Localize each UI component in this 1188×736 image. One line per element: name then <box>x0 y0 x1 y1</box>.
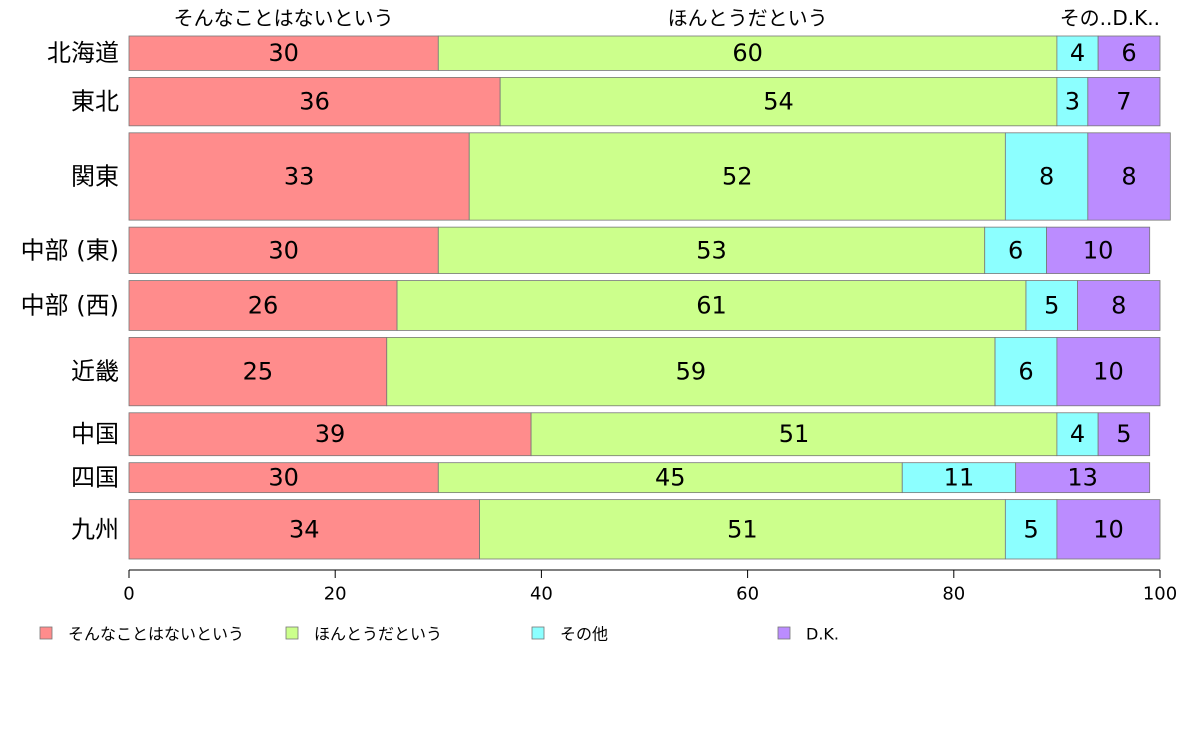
value-label: 51 <box>727 515 758 543</box>
bar-segment <box>1004 499 1058 560</box>
value-label: 6 <box>1121 39 1136 67</box>
bar-segment <box>128 412 532 457</box>
bar-segment <box>128 35 439 71</box>
value-label: 7 <box>1116 88 1131 116</box>
value-label: 10 <box>1093 358 1124 386</box>
value-label: 60 <box>732 39 763 67</box>
x-tick-label: 100 <box>1143 584 1177 605</box>
value-label: 30 <box>268 236 299 264</box>
value-label: 10 <box>1083 236 1114 264</box>
category-label: 近畿 <box>71 358 119 386</box>
value-label: 8 <box>1121 162 1136 190</box>
value-label: 4 <box>1070 39 1085 67</box>
bar-segment <box>1025 280 1078 331</box>
x-tick-label: 20 <box>324 584 347 605</box>
x-tick-label: 80 <box>942 584 965 605</box>
bar-segment <box>1077 280 1161 331</box>
top-labels: そんなことはないという ほんとうだという その..D.K.. <box>174 6 1160 30</box>
value-label: 10 <box>1093 515 1124 543</box>
value-label: 59 <box>676 358 707 386</box>
value-label: 8 <box>1111 291 1126 319</box>
category-label: 中国 <box>71 420 119 448</box>
value-label: 11 <box>944 464 975 492</box>
value-label: 5 <box>1116 420 1131 448</box>
value-label: 26 <box>248 291 279 319</box>
category-label: 関東 <box>71 162 119 190</box>
bar-segment <box>437 226 986 274</box>
bar-segment <box>437 35 1058 71</box>
legend-label: ほんとうだという <box>314 625 442 644</box>
bar-segment <box>1046 226 1151 274</box>
bar-segment <box>128 132 470 221</box>
bar-segment <box>468 132 1006 221</box>
value-label: 13 <box>1067 464 1098 492</box>
category-label: 北海道 <box>47 39 119 67</box>
value-label: 8 <box>1039 162 1054 190</box>
category-label: 中部 (西) <box>21 291 119 319</box>
value-label: 5 <box>1023 515 1038 543</box>
value-label: 52 <box>722 162 753 190</box>
value-label: 5 <box>1044 291 1059 319</box>
bar-segment <box>1087 77 1161 127</box>
bar-segment <box>479 499 1006 560</box>
legend-label: そんなことはないという <box>68 625 244 644</box>
bar-segment <box>994 337 1058 407</box>
value-label: 53 <box>696 236 727 264</box>
x-tick-label: 40 <box>530 584 553 605</box>
value-label: 3 <box>1065 88 1080 116</box>
value-label: 61 <box>696 291 727 319</box>
top-series-label: ほんとうだという <box>668 6 828 30</box>
bar-segment <box>1097 35 1161 71</box>
bar-segment <box>1087 132 1171 221</box>
legend-label: D.K. <box>806 625 839 644</box>
bar-segment <box>128 77 501 127</box>
value-label: 30 <box>268 39 299 67</box>
bar-segment <box>396 280 1027 331</box>
bar-segment <box>386 337 996 407</box>
bar-segment <box>1056 337 1161 407</box>
bar-segment <box>1056 412 1099 457</box>
legend-swatch <box>285 626 299 640</box>
bar-segment <box>1015 462 1151 494</box>
value-label: 34 <box>289 515 320 543</box>
bar-segment <box>128 226 439 274</box>
bar-segment <box>128 280 398 331</box>
value-label: 51 <box>779 420 810 448</box>
value-label: 4 <box>1070 420 1085 448</box>
x-axis: 0 20 40 60 80 100 <box>123 569 1177 605</box>
value-label: 6 <box>1008 236 1023 264</box>
value-label: 36 <box>299 88 330 116</box>
bar-segment <box>1097 412 1151 457</box>
top-series-label: そんなことはないという <box>174 6 394 30</box>
value-label: 25 <box>243 358 274 386</box>
x-tick-label: 0 <box>123 584 134 605</box>
category-label: 九州 <box>71 515 119 543</box>
value-label: 45 <box>655 464 686 492</box>
bar-segment <box>1056 499 1161 560</box>
value-label: 39 <box>315 420 346 448</box>
top-series-label: その..D.K.. <box>1060 6 1160 30</box>
value-label: 33 <box>284 162 315 190</box>
category-label: 東北 <box>71 88 119 116</box>
x-tick-label: 60 <box>736 584 759 605</box>
value-label: 30 <box>268 464 299 492</box>
bar-segment <box>128 337 388 407</box>
legend: そんなことはないという ほんとうだという その他 D.K. <box>39 625 839 644</box>
bar-segment <box>901 462 1017 494</box>
bar-segment <box>1056 35 1099 71</box>
category-label: 中部 (東) <box>21 236 119 264</box>
value-label: 54 <box>763 88 794 116</box>
value-label: 6 <box>1018 358 1033 386</box>
bar-segment <box>128 462 439 494</box>
bar-segment <box>499 77 1058 127</box>
legend-swatch <box>39 626 53 640</box>
legend-swatch <box>777 626 791 640</box>
bar-segment <box>1056 77 1089 127</box>
category-label: 四国 <box>71 464 119 492</box>
legend-swatch <box>531 626 545 640</box>
legend-label: その他 <box>560 625 608 644</box>
